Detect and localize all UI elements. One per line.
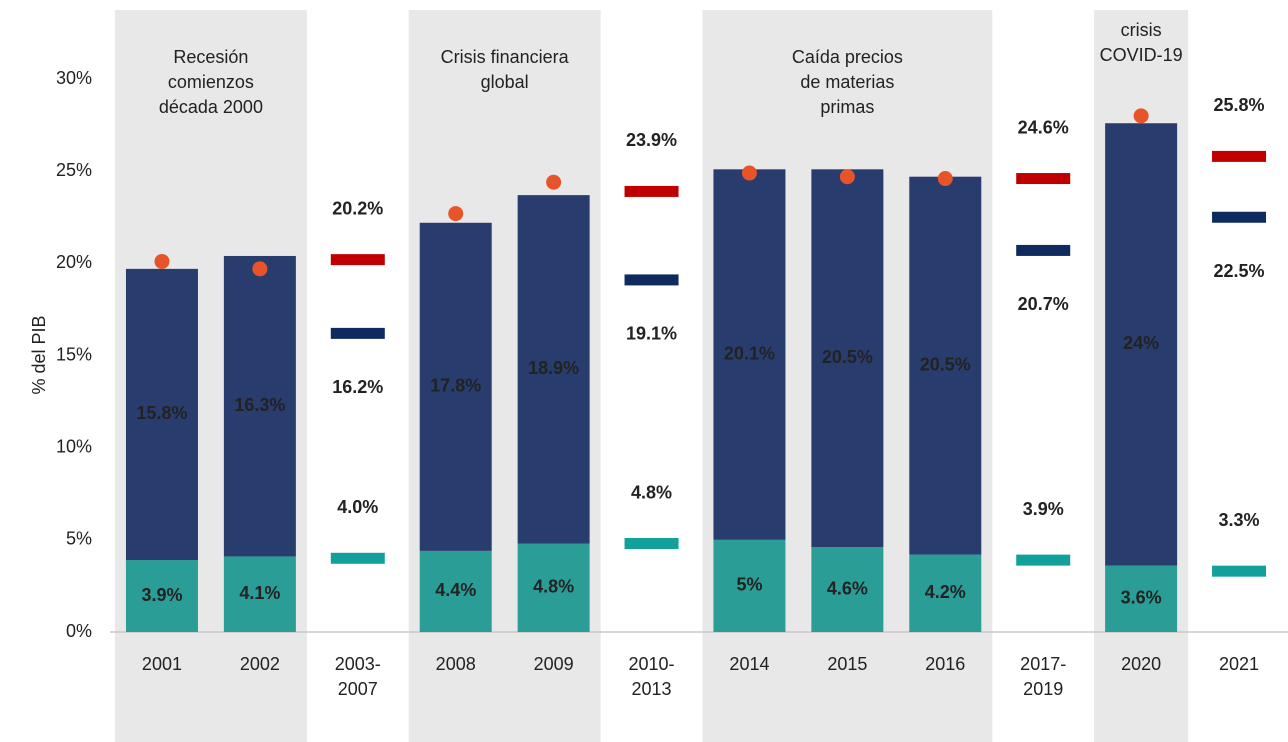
average-label: 3.9% (1023, 499, 1064, 519)
dot (448, 206, 464, 222)
x-tick-label: 2021 (1219, 654, 1260, 674)
dot (839, 169, 855, 185)
average-marker (330, 254, 385, 266)
bar-label: 20.5% (920, 354, 971, 374)
dot (937, 171, 953, 187)
dot (154, 253, 170, 269)
x-tick-label: 2001 (141, 654, 182, 674)
y-tick-label: 10% (56, 436, 92, 456)
bar-label: 4.1% (239, 583, 280, 603)
average-marker (1212, 150, 1267, 162)
bar-segment (223, 255, 296, 557)
dot (741, 165, 757, 181)
bar-segment (517, 543, 590, 632)
bar-label: 5% (736, 575, 762, 595)
bar-segment (125, 560, 198, 632)
bar-segment (517, 195, 590, 544)
bar-segment (419, 222, 492, 551)
average-label: 3.3% (1219, 510, 1260, 530)
bar-label: 4.4% (435, 580, 476, 600)
bar-label: 3.6% (1121, 588, 1162, 608)
bar-label: 16.3% (234, 395, 285, 415)
y-axis-label: % del PIB (29, 315, 49, 394)
y-tick-label: 20% (56, 252, 92, 272)
average-marker (330, 552, 385, 564)
bar-segment (713, 169, 786, 540)
region-label: crisis COVID-19 (1099, 20, 1183, 65)
bar-label: 15.8% (136, 403, 187, 423)
y-tick-label: 30% (56, 68, 92, 88)
bar-segment (223, 556, 296, 632)
average-marker (624, 538, 679, 550)
average-label: 25.8% (1214, 95, 1265, 115)
bar-segment (909, 554, 982, 632)
x-tick-label: 2014 (729, 654, 770, 674)
bar-segment (1105, 123, 1178, 566)
bar-label: 18.9% (528, 358, 579, 378)
average-label: 19.1% (626, 324, 677, 344)
x-tick-label: 2015 (827, 654, 868, 674)
average-marker (1212, 211, 1267, 223)
region-label: Recesión comienzos década 2000 (158, 47, 263, 117)
average-marker (1016, 173, 1071, 185)
average-label: 23.9% (626, 130, 677, 150)
average-marker (330, 327, 385, 339)
bar-segment (811, 169, 884, 548)
bar-segment (419, 550, 492, 632)
dot (546, 174, 562, 190)
average-marker (624, 274, 679, 286)
x-tick-label: 2008 (435, 654, 476, 674)
x-tick-label: 2016 (925, 654, 966, 674)
region-label: Crisis financiera global (440, 47, 569, 92)
bar-segment (1105, 565, 1178, 632)
x-tick-label: 2009 (533, 654, 574, 674)
average-marker (1016, 554, 1071, 566)
average-label: 16.2% (332, 377, 383, 397)
bar-label: 20.1% (724, 343, 775, 363)
y-tick-label: 15% (56, 344, 92, 364)
x-tick-label: 2010- 2013 (628, 654, 675, 699)
bar-label: 4.2% (925, 582, 966, 602)
y-tick-label: 25% (56, 160, 92, 180)
y-tick-label: 5% (66, 529, 92, 549)
dot (1133, 108, 1149, 124)
bar-label: 24% (1123, 333, 1159, 353)
y-tick-label: 0% (66, 621, 92, 641)
average-label: 24.6% (1018, 117, 1069, 137)
average-label: 22.5% (1214, 261, 1265, 281)
bar-label: 4.8% (533, 577, 574, 597)
bar-label: 3.9% (141, 585, 182, 605)
x-tick-label: 2002 (239, 654, 280, 674)
x-tick-label: 2003- 2007 (334, 654, 381, 699)
x-tick-label: 2020 (1121, 654, 1162, 674)
bar-label: 4.6% (827, 578, 868, 598)
average-marker (1212, 565, 1267, 577)
average-label: 20.2% (332, 198, 383, 218)
average-label: 4.0% (337, 497, 378, 517)
x-tick-label: 2017- 2019 (1020, 654, 1067, 699)
average-marker (1016, 244, 1071, 256)
bar-label: 20.5% (822, 347, 873, 367)
bar-label: 17.8% (430, 376, 481, 396)
bar-segment (713, 539, 786, 632)
average-marker (624, 185, 679, 197)
bar-segment (125, 268, 198, 561)
dot (252, 261, 268, 277)
bar-segment (909, 176, 982, 555)
region-label: Caída precios de materias primas (791, 47, 903, 117)
average-label: 20.7% (1018, 294, 1069, 314)
bar-segment (811, 547, 884, 632)
average-label: 4.8% (631, 482, 672, 502)
